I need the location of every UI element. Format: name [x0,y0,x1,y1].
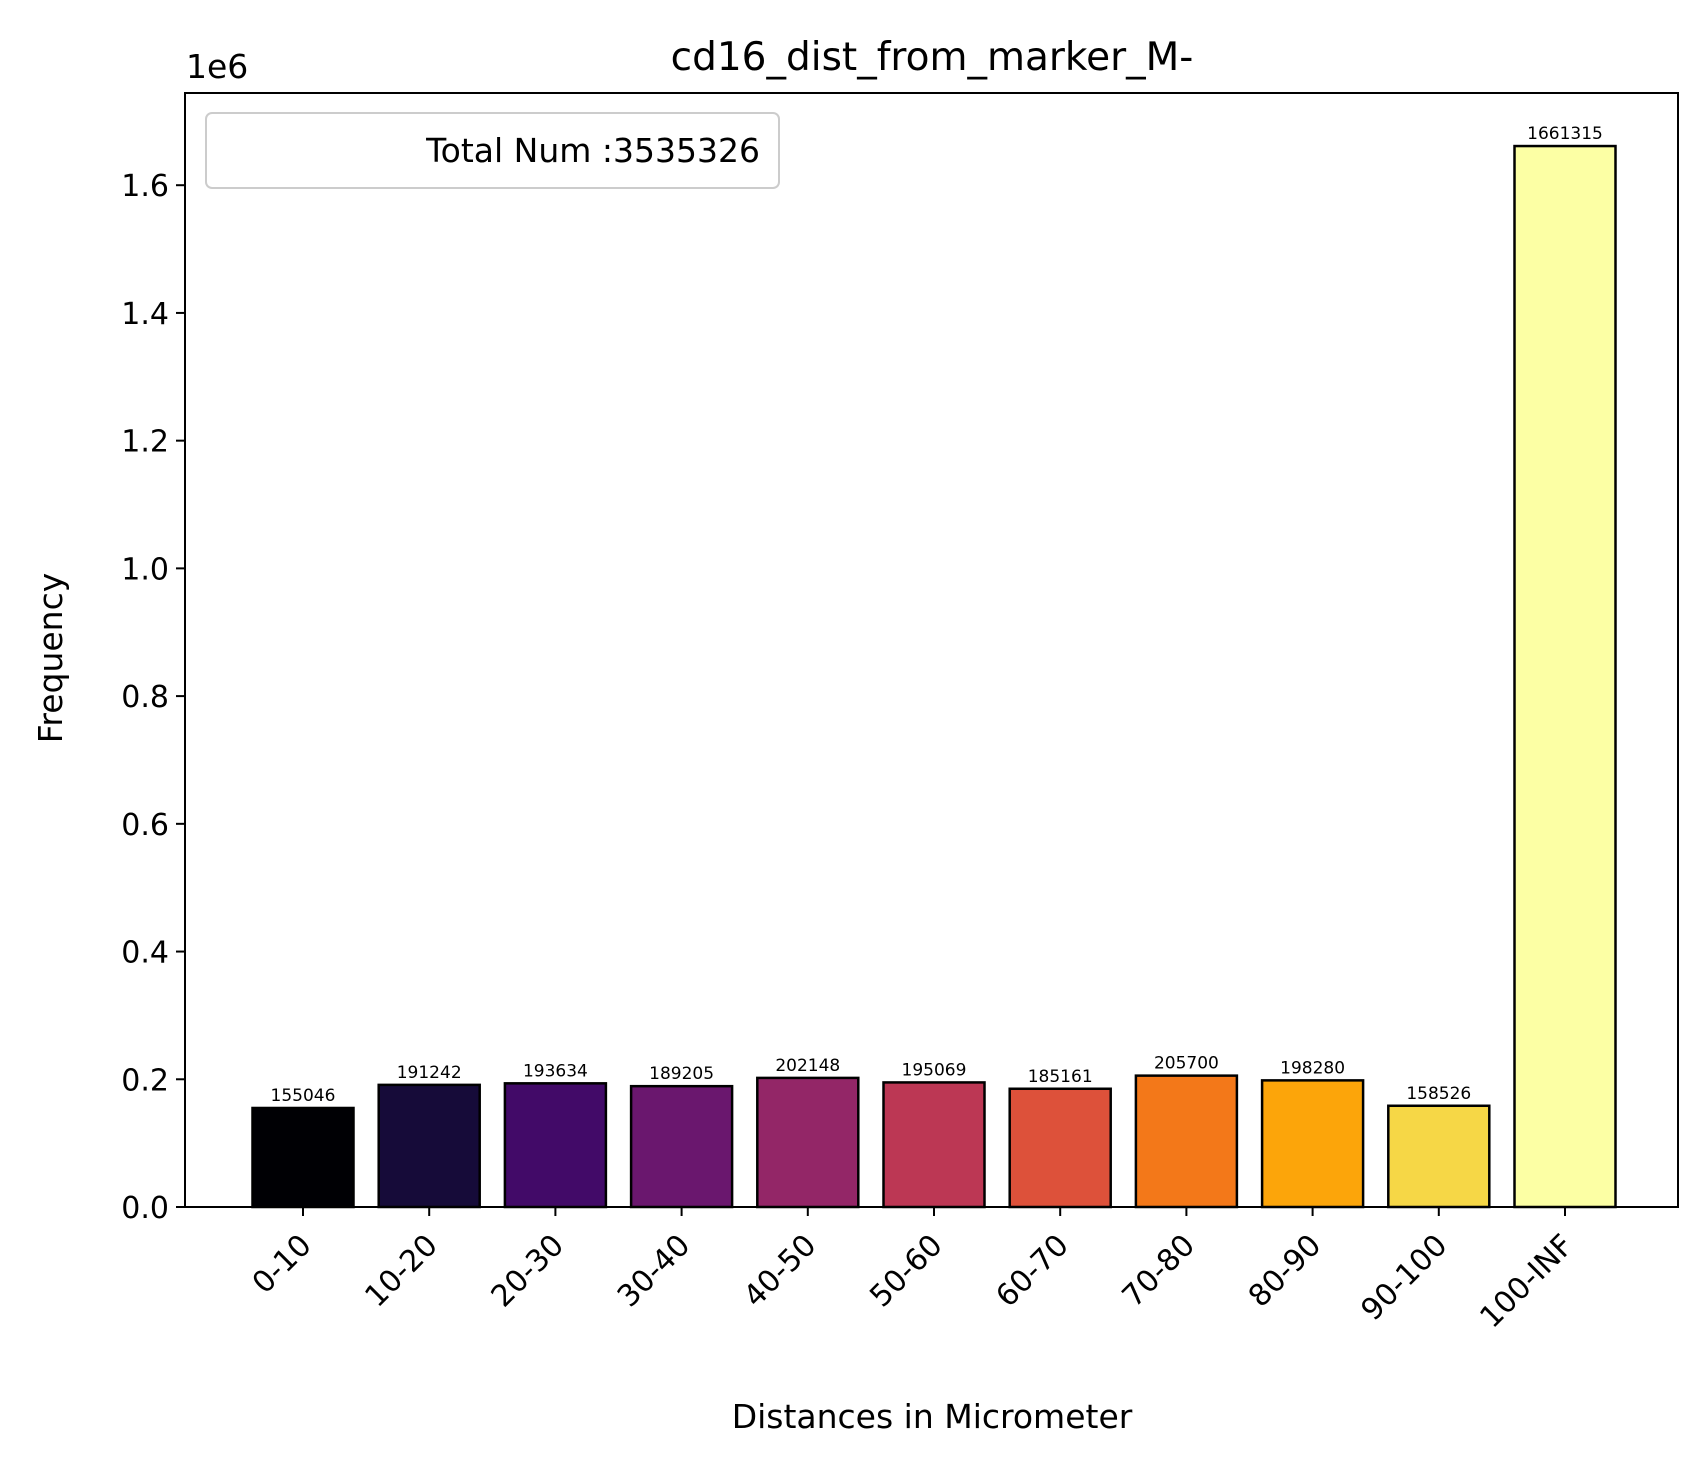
bar-value-label: 158526 [1406,1084,1471,1104]
x-tick-label: 70-80 [1116,1228,1202,1314]
y-tick-label: 0.6 [121,808,169,843]
bar-100-INF [1513,144,1617,1209]
y-tick-label: 0.0 [121,1191,169,1226]
bar-30-40 [629,1084,734,1209]
marks-layer: 0.0 0.2 0.4 0.6 0.8 1.0 1.2 1.4 1.6 155046 0-10 191… [121,124,1617,1335]
bar-10-20 [377,1083,481,1209]
bar-value-label: 155046 [271,1086,336,1106]
x-tick-label: 60-70 [989,1228,1075,1314]
bar-value-label: 205700 [1154,1054,1219,1074]
y-tick-label: 0.8 [121,680,169,715]
x-tick-label: 30-40 [611,1228,697,1314]
legend-box [205,112,780,189]
legend-text: Total Num :3535326 [425,131,760,170]
x-tick-label: 100-INF [1473,1228,1580,1335]
x-tick-label: 50-60 [863,1228,949,1314]
bar-value-label: 202148 [775,1056,840,1076]
x-tick-label: 20-30 [485,1228,571,1314]
bar-80-90 [1260,1079,1365,1209]
y-tick-label: 0.2 [121,1063,169,1098]
y-tick-label: 1.2 [121,425,169,460]
x-tick-label: 10-20 [358,1228,444,1314]
y-tick-label: 1.0 [121,552,169,587]
bar-value-label: 189205 [649,1064,714,1084]
bar-0-10 [251,1106,355,1209]
bar-90-100 [1387,1104,1491,1209]
y-axis-title: Frequency [31,573,70,743]
bar-value-label: 185161 [1028,1067,1093,1087]
bar-50-60 [882,1081,986,1209]
x-tick-label: 90-100 [1355,1228,1455,1328]
y-tick-label: 1.4 [121,297,169,332]
plot-frame [184,92,1679,1208]
x-axis-title: Distances in Micrometer [732,1397,1133,1436]
bar-70-80 [1134,1074,1239,1209]
bar-value-label: 191242 [397,1063,462,1083]
bar-40-50 [756,1076,860,1209]
x-tick-label: 40-50 [737,1228,823,1314]
y-tick-label: 1.6 [121,169,169,204]
bar-value-label: 1661315 [1527,124,1603,144]
bar-60-70 [1008,1087,1112,1209]
bar-value-label: 195069 [902,1060,967,1080]
legend: Total Num :3535326 [205,112,780,189]
x-tick-label: 0-10 [246,1228,319,1301]
x-tick-label: 80-90 [1242,1228,1328,1314]
chart-title: cd16_dist_from_marker_M- [671,35,1194,80]
bar-value-label: 198280 [1280,1058,1345,1078]
bar-20-30 [503,1082,608,1209]
bar-value-label: 193634 [523,1061,588,1081]
y-tick-label: 0.4 [121,936,169,971]
y-scale-label: 1e6 [186,47,248,86]
